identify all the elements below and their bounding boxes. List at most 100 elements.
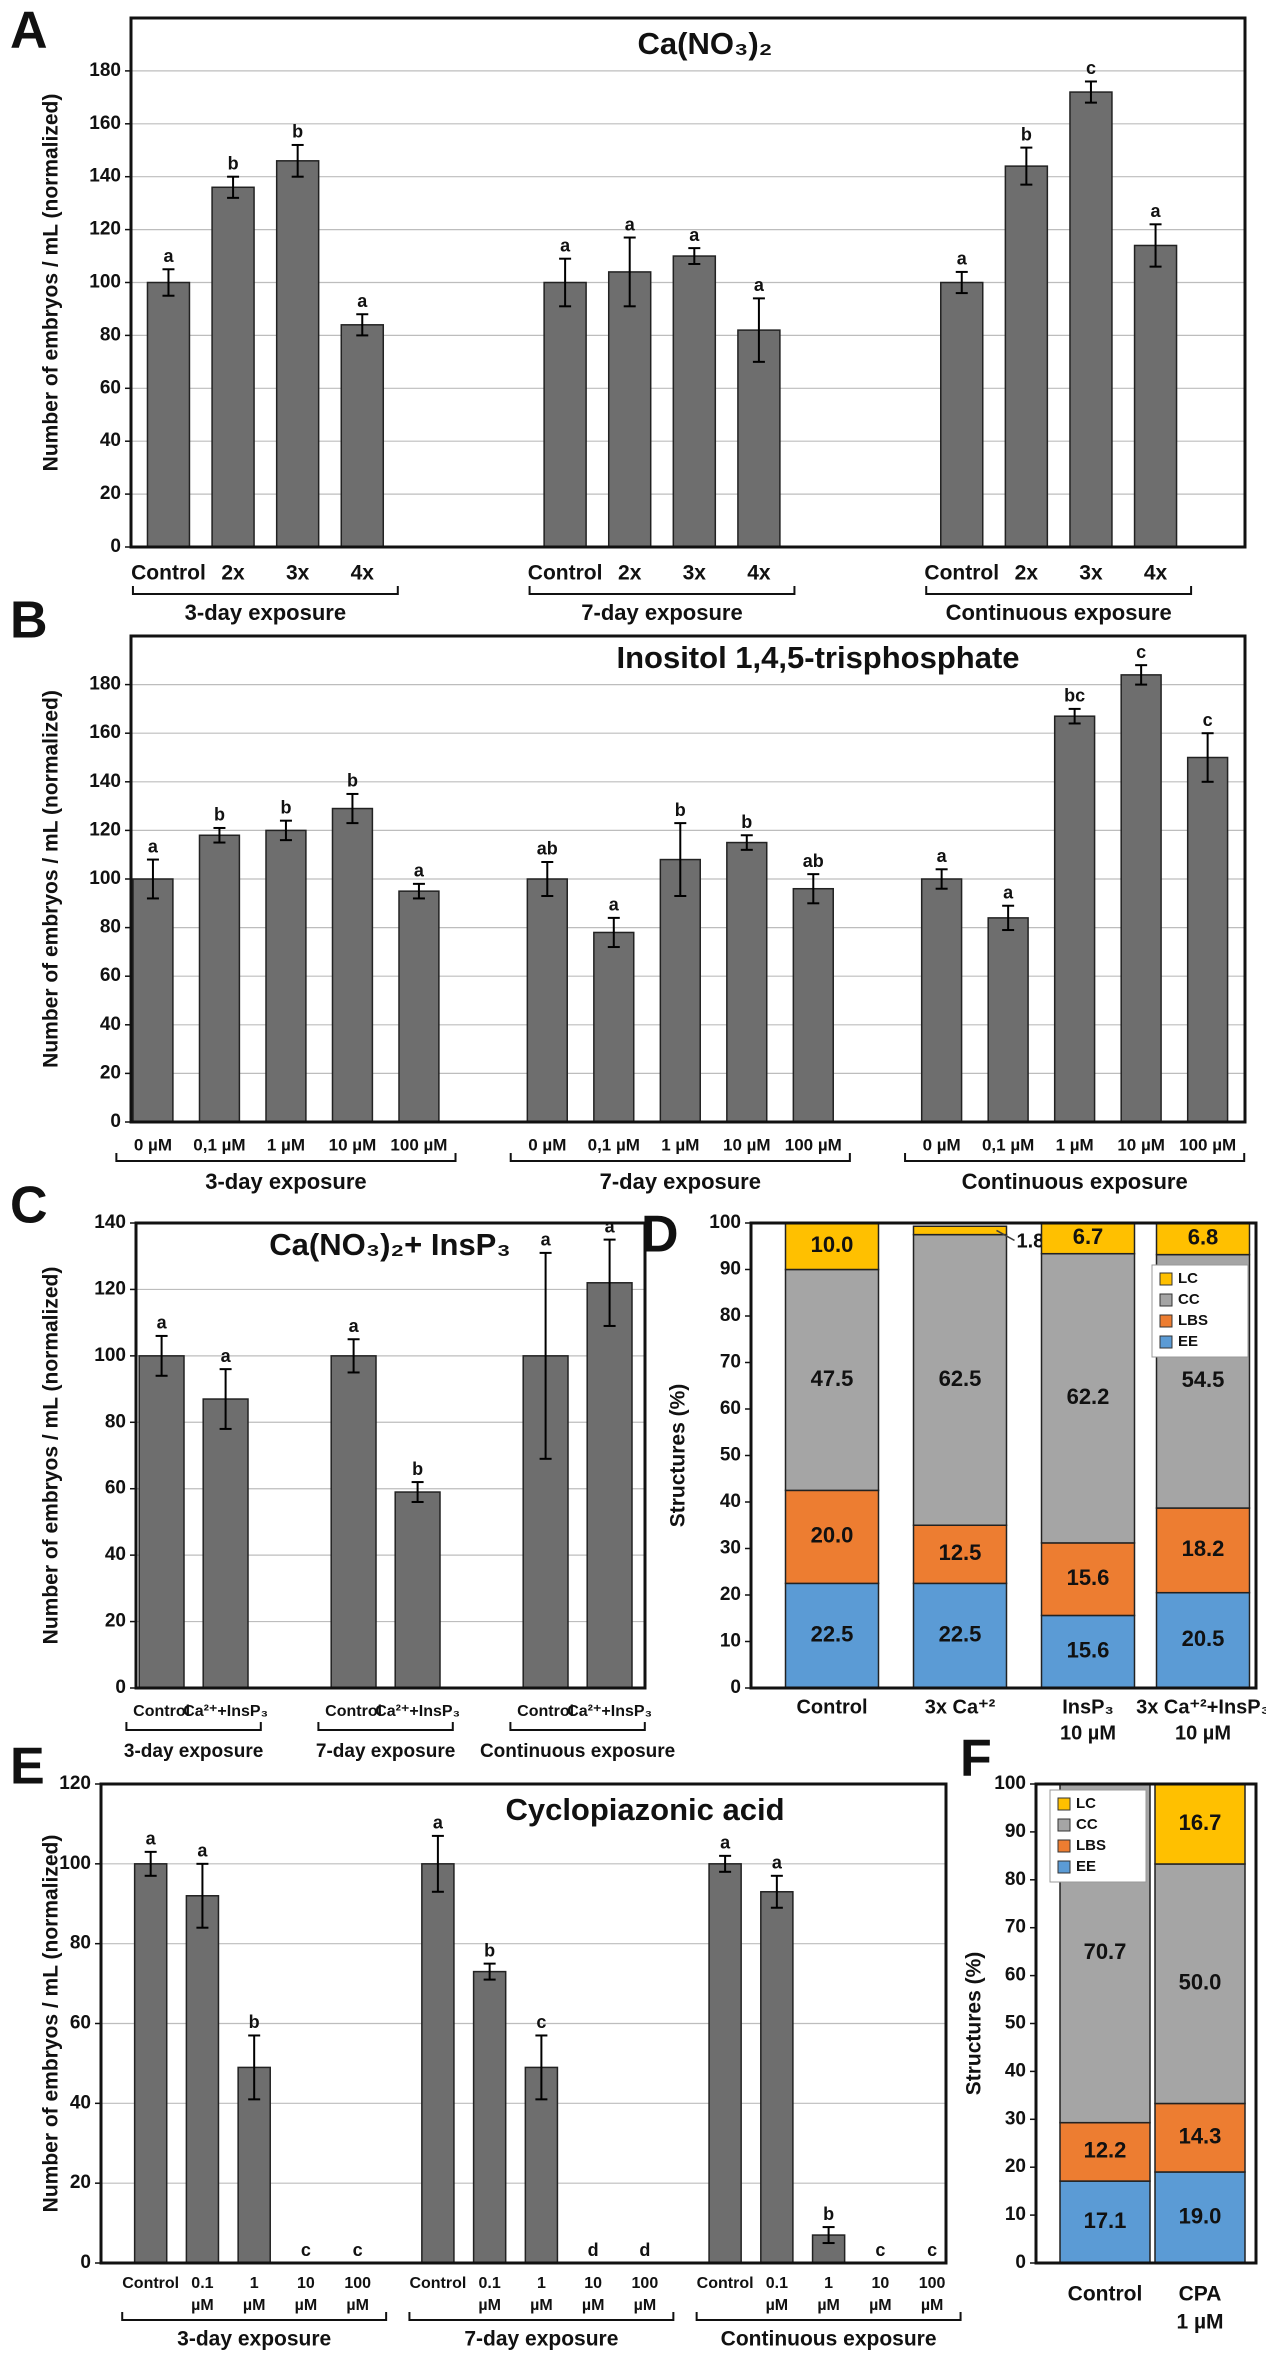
x-tick-label: µM bbox=[243, 2297, 266, 2314]
bar bbox=[146, 281, 191, 548]
y-tick-label: 40 bbox=[70, 2092, 91, 2113]
x-tick-label: 100 µM bbox=[785, 1135, 842, 1154]
bar-segment bbox=[912, 1582, 1008, 1689]
bar bbox=[340, 324, 385, 548]
x-tick-label: µM bbox=[478, 2297, 501, 2314]
bar bbox=[330, 1355, 377, 1689]
x-tick-label: µM bbox=[766, 2297, 789, 2314]
y-tick-label: 10 bbox=[720, 1631, 741, 1652]
bar bbox=[593, 931, 635, 1123]
x-tick-label: µM bbox=[346, 2297, 369, 2314]
y-tick-label: 100 bbox=[89, 868, 121, 889]
group-bracket bbox=[125, 1722, 262, 1731]
legend-swatch bbox=[1057, 1818, 1071, 1832]
significance-letter: bc bbox=[1064, 686, 1085, 706]
x-tick-label: 0,1 µM bbox=[193, 1135, 245, 1154]
significance-letter: a bbox=[433, 1813, 444, 1833]
y-axis-label: Number of embryos / mL (normalized) bbox=[40, 690, 63, 1068]
bar-segment bbox=[1040, 1221, 1136, 1255]
bar bbox=[760, 1891, 794, 2264]
x-tick-label: Control bbox=[131, 562, 206, 585]
chart-title: Ca(NO₃)₂ bbox=[638, 26, 773, 61]
bar-segment bbox=[1154, 1863, 1246, 2105]
group-label: 3-day exposure bbox=[185, 600, 346, 625]
x-tick-label: 10 µM bbox=[1175, 1722, 1231, 1744]
bar-segment bbox=[1059, 2180, 1151, 2264]
y-tick-label: 160 bbox=[89, 113, 121, 134]
value-label: 70.7 bbox=[1084, 1939, 1127, 1964]
significance-letter: a bbox=[197, 1841, 208, 1861]
group-bracket bbox=[115, 1153, 457, 1162]
x-tick-label: InsP₃ bbox=[1062, 1696, 1113, 1718]
significance-letter: b bbox=[249, 2012, 260, 2032]
x-tick-label: 2x bbox=[221, 562, 245, 585]
leader-line bbox=[996, 1229, 1015, 1242]
x-tick-label: 100 bbox=[344, 2275, 371, 2292]
y-tick-label: 70 bbox=[1005, 1917, 1026, 1938]
significance-letter: a bbox=[609, 895, 620, 915]
x-tick-label: µM bbox=[530, 2297, 553, 2314]
plot-frame bbox=[134, 1221, 647, 1690]
y-tick-label: 120 bbox=[89, 819, 121, 840]
x-tick-label: 1 bbox=[824, 2275, 833, 2292]
significance-letter: b bbox=[412, 1459, 423, 1479]
significance-letter: b bbox=[675, 800, 686, 820]
value-label: 18.2 bbox=[1182, 1536, 1225, 1561]
legend-label: CC bbox=[1178, 1291, 1200, 1308]
significance-letter: ab bbox=[803, 851, 824, 871]
bar bbox=[940, 281, 984, 548]
bar bbox=[421, 1863, 455, 2264]
bar bbox=[708, 1863, 742, 2264]
x-tick-label: 100 µM bbox=[1179, 1135, 1236, 1154]
x-tick-label: 1 µM bbox=[661, 1135, 699, 1154]
x-tick-label: Ca²⁺+InsP₃ bbox=[567, 1703, 652, 1720]
y-tick-label: 30 bbox=[1005, 2108, 1026, 2129]
x-tick-label: µM bbox=[295, 2297, 318, 2314]
group-label: Continuous exposure bbox=[946, 600, 1172, 625]
bar bbox=[331, 807, 374, 1123]
bar-segment bbox=[1155, 1222, 1251, 1256]
plot-frame bbox=[1034, 1782, 1258, 2265]
significance-letter: a bbox=[605, 1216, 616, 1236]
significance-letter: c bbox=[536, 2012, 546, 2032]
value-label: 54.5 bbox=[1182, 1367, 1225, 1392]
significance-letter: d bbox=[639, 2240, 650, 2260]
value-label: 22.5 bbox=[939, 1622, 982, 1647]
value-label: 16.7 bbox=[1179, 1810, 1222, 1835]
y-tick-label: 40 bbox=[100, 1014, 121, 1035]
bar bbox=[1133, 244, 1178, 548]
bar bbox=[1053, 715, 1096, 1123]
bar bbox=[987, 917, 1029, 1123]
legend-swatch bbox=[1057, 1839, 1071, 1853]
y-tick-label: 100 bbox=[994, 1773, 1026, 1794]
y-tick-label: 180 bbox=[89, 674, 121, 695]
value-label: 20.5 bbox=[1182, 1626, 1225, 1651]
group-label: 7-day exposure bbox=[316, 1741, 455, 1762]
significance-letter: c bbox=[875, 2240, 885, 2260]
bar bbox=[1004, 165, 1049, 548]
significance-letter: a bbox=[1003, 882, 1014, 902]
y-tick-label: 90 bbox=[1005, 1821, 1026, 1842]
bar bbox=[792, 887, 834, 1123]
significance-letter: a bbox=[937, 846, 948, 866]
x-tick-label: 1 µM bbox=[1056, 1135, 1094, 1154]
bar-segment bbox=[1154, 2171, 1246, 2264]
bar bbox=[265, 829, 307, 1123]
significance-letter: a bbox=[772, 1853, 783, 1873]
bar-segment bbox=[912, 1524, 1008, 1585]
x-tick-label: Control bbox=[697, 2275, 754, 2292]
group-label: Continuous exposure bbox=[721, 2328, 937, 2351]
x-tick-label: µM bbox=[191, 2297, 214, 2314]
significance-letter: c bbox=[927, 2240, 937, 2260]
y-axis-label: Structures (%) bbox=[963, 1952, 986, 2096]
x-tick-label: 2x bbox=[1015, 562, 1039, 585]
group-label: Continuous exposure bbox=[962, 1169, 1188, 1194]
group-bracket bbox=[408, 2312, 675, 2321]
legend-label: EE bbox=[1076, 1858, 1096, 1875]
bar-segment bbox=[1059, 2121, 1151, 2182]
bar bbox=[398, 890, 440, 1123]
legend-label: CC bbox=[1076, 1816, 1098, 1833]
y-tick-label: 80 bbox=[720, 1305, 741, 1326]
bar bbox=[1186, 756, 1229, 1123]
y-tick-label: 40 bbox=[1005, 2060, 1026, 2081]
